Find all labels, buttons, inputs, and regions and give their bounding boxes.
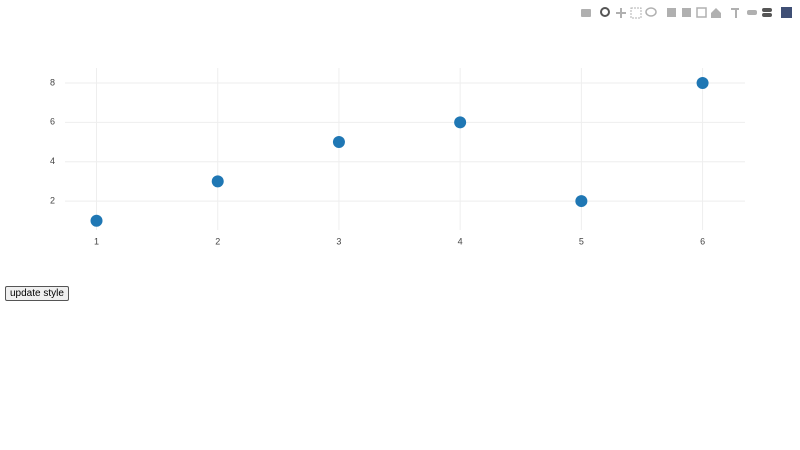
camera-icon[interactable] bbox=[581, 9, 591, 17]
reset-icon[interactable] bbox=[711, 8, 721, 18]
modebar bbox=[581, 7, 792, 19]
update-style-button[interactable]: update style bbox=[5, 286, 69, 301]
zoom-in-icon[interactable] bbox=[667, 8, 676, 17]
select-icon[interactable] bbox=[630, 7, 642, 19]
point bbox=[332, 136, 345, 149]
y-tick-label: 2 bbox=[50, 195, 55, 205]
x-tick-label: 1 bbox=[94, 236, 99, 246]
point bbox=[696, 76, 709, 89]
point bbox=[575, 195, 588, 208]
hover-compare-icon[interactable] bbox=[762, 8, 772, 12]
hover-closest-icon[interactable] bbox=[747, 10, 757, 15]
x-tick-label: 2 bbox=[215, 236, 220, 246]
x-tick-label: 5 bbox=[579, 236, 584, 246]
lasso-icon[interactable] bbox=[645, 7, 657, 17]
point bbox=[211, 175, 224, 188]
zoom-icon[interactable] bbox=[600, 7, 610, 17]
autoscale-icon[interactable] bbox=[696, 7, 707, 18]
point bbox=[90, 214, 103, 227]
hover-compare-icon[interactable] bbox=[762, 13, 772, 17]
y-tick-label: 4 bbox=[50, 156, 55, 166]
spike-icon[interactable] bbox=[731, 8, 739, 18]
pan-icon[interactable] bbox=[616, 8, 626, 18]
point bbox=[454, 116, 467, 129]
plotly-logo[interactable] bbox=[781, 7, 792, 18]
x-tick-label: 4 bbox=[458, 236, 463, 246]
y-tick-label: 6 bbox=[50, 117, 55, 127]
x-tick-label: 3 bbox=[336, 236, 341, 246]
y-tick-label: 8 bbox=[50, 77, 55, 87]
chart: 2 4 6 8 1 2 3 4 5 6 bbox=[50, 7, 792, 246]
zoom-out-icon[interactable] bbox=[682, 8, 691, 17]
x-tick-label: 6 bbox=[700, 236, 705, 246]
